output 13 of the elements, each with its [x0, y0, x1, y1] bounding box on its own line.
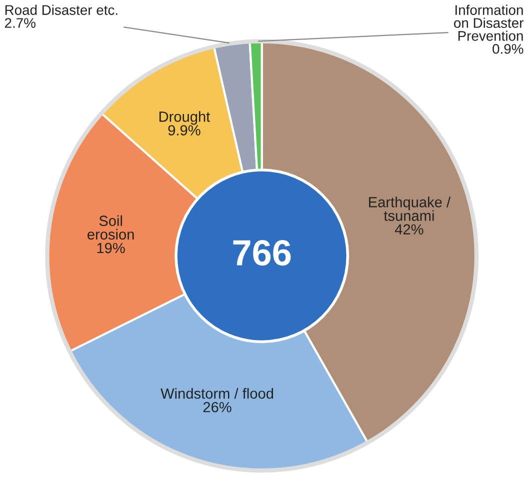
data-label: 2.7%	[4, 18, 36, 28]
data-label: 42%	[394, 224, 424, 234]
slice-label: Drought	[159, 111, 210, 125]
data-label: 26%	[203, 402, 232, 412]
data-label: 0.9%	[492, 44, 524, 54]
data-label: 19%	[97, 242, 125, 254]
data-label: 9.9%	[168, 125, 200, 136]
slice-label: Information on Disaster Prevention	[454, 4, 524, 41]
slice-label: Earthquake / tsunami	[369, 196, 451, 221]
text: 766	[233, 240, 291, 266]
slice-label: Windstorm / flood	[160, 388, 274, 399]
slice-label: Soil erosion	[88, 215, 134, 240]
slice-label: Road Disaster etc.	[5, 4, 118, 15]
